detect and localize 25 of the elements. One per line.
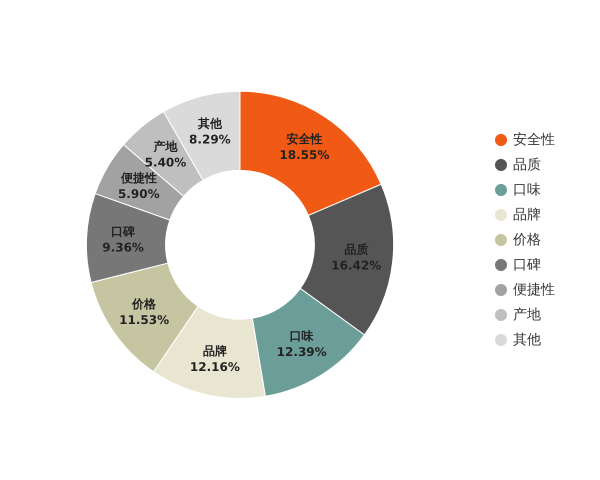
data-label: 11.53% [119, 312, 170, 327]
slice-label: 品牌 [202, 344, 227, 358]
slice-label: 其他 [196, 116, 223, 131]
data-label: 12.39% [276, 345, 327, 360]
slice-label: 口味 [290, 329, 315, 344]
legend-label: 口碑 [513, 257, 541, 273]
legend-label: 便捷性 [513, 282, 555, 298]
legend-label: 价格 [512, 232, 541, 248]
slice-label: 便捷性 [120, 171, 157, 186]
slice-label: 安全性 [286, 132, 322, 146]
legend-label: 品质 [513, 157, 541, 173]
data-label: 18.55% [279, 148, 330, 162]
slice-label: 产地 [152, 140, 178, 154]
legend-label: 口味 [513, 182, 541, 198]
data-label: 8.29% [189, 132, 231, 147]
slice-label: 价格 [131, 296, 158, 311]
legend-label: 产地 [513, 307, 541, 323]
data-label: 5.40% [144, 156, 186, 170]
legend-label: 其他 [513, 332, 541, 348]
legend-label: 安全性 [513, 132, 555, 148]
data-label: 12.16% [190, 360, 240, 374]
slice-label: 口碑 [111, 224, 136, 238]
legend-label: 品牌 [513, 207, 541, 223]
data-label: 9.36% [102, 240, 144, 254]
data-label: 5.90% [118, 187, 160, 202]
